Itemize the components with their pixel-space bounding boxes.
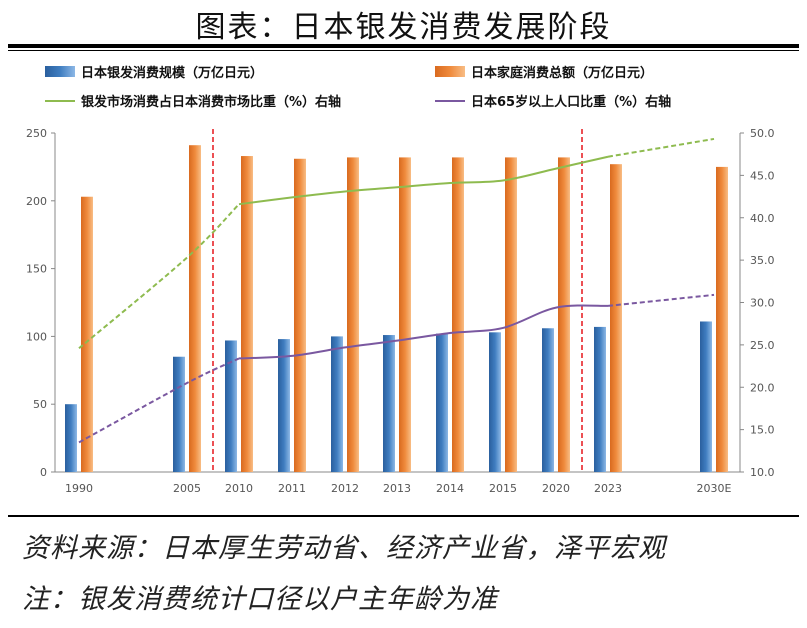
bar-silver-consumption <box>173 356 185 472</box>
legend-silver-consumption-swatch <box>45 66 75 77</box>
x-tick-label: 2013 <box>383 482 411 495</box>
right-tick-label: 45.0 <box>750 169 775 182</box>
right-tick-label: 25.0 <box>750 339 775 352</box>
left-tick-label: 0 <box>40 466 47 479</box>
legend-household-consumption-label: 日本家庭消费总额（万亿日元） <box>471 65 653 81</box>
bar-household-consumption <box>294 158 306 472</box>
bar-household-consumption <box>452 157 464 472</box>
line-elderly-ratio-dashed-start <box>78 357 240 444</box>
line-elderly-ratio-solid <box>238 304 609 360</box>
x-tick-label: 2010 <box>225 482 253 495</box>
legend-silver-share-label: 银发市场消费占日本消费市场比重（%）右轴 <box>81 94 341 110</box>
bar-silver-consumption <box>383 335 395 472</box>
bar-household-consumption <box>716 166 728 472</box>
bar-silver-consumption <box>331 336 343 472</box>
legend: 日本银发消费规模（万亿日元） 日本家庭消费总额（万亿日元） 银发市场消费占日本消费市… <box>45 65 671 110</box>
left-tick-label: 100 <box>26 330 47 343</box>
footer-source: 资料来源：日本厚生劳动省、经济产业省，泽平宏观 <box>22 533 666 564</box>
line-elderly-ratio-dashed-end <box>607 293 715 307</box>
right-tick-label: 35.0 <box>750 254 775 267</box>
legend-elderly-ratio-label: 日本65岁以上人口比重（%）右轴 <box>471 94 671 110</box>
bar-silver-consumption <box>278 339 290 472</box>
left-tick-label: 150 <box>26 263 47 276</box>
legend-household-consumption-swatch <box>435 66 465 77</box>
x-tick-label: 2030E <box>697 482 732 495</box>
bar-household-consumption <box>347 157 359 472</box>
x-tick-label: 2020 <box>542 482 570 495</box>
line-silver-share-solid <box>238 155 609 206</box>
x-tick-label: 2012 <box>331 482 359 495</box>
bar-silver-consumption <box>594 326 606 472</box>
bar-silver-consumption <box>489 332 501 472</box>
x-tick-label: 2023 <box>594 482 622 495</box>
bar-silver-consumption <box>542 328 554 472</box>
page-title: 图表：日本银发消费发展阶段 <box>195 10 612 45</box>
x-tick-label: 2005 <box>173 482 201 495</box>
right-tick-label: 10.0 <box>750 466 775 479</box>
plot-area: 0 50 100 150 200 250 10.0 15.0 20.0 25.0 30.0 35.0 4… <box>26 127 775 495</box>
bar-silver-consumption <box>700 321 712 472</box>
x-tick-label: 2011 <box>278 482 306 495</box>
left-tick-label: 250 <box>26 127 47 140</box>
x-tick-label: 2014 <box>436 482 464 495</box>
footer-divider <box>8 515 799 517</box>
bar-household-consumption <box>610 164 622 473</box>
footer-note: 注：银发消费统计口径以户主年龄为准 <box>22 584 498 615</box>
line-silver-share-dashed-end <box>607 137 715 158</box>
bar-household-consumption <box>81 196 93 472</box>
left-tick-label: 200 <box>26 195 47 208</box>
bar-household-consumption <box>189 145 201 473</box>
line-silver-share-dashed-start <box>78 203 240 350</box>
bar-silver-consumption <box>225 340 237 472</box>
title-divider-thin <box>8 50 799 51</box>
right-tick-label: 50.0 <box>750 127 775 140</box>
right-tick-label: 30.0 <box>750 297 775 310</box>
bar-household-consumption <box>558 157 570 472</box>
bar-household-consumption <box>505 157 517 472</box>
x-tick-label: 2015 <box>489 482 517 495</box>
left-tick-label: 50 <box>33 398 47 411</box>
right-tick-label: 15.0 <box>750 424 775 437</box>
legend-silver-consumption-label: 日本银发消费规模（万亿日元） <box>81 65 263 81</box>
right-tick-label: 40.0 <box>750 212 775 225</box>
bar-silver-consumption <box>436 333 448 472</box>
bar-household-consumption <box>399 157 411 472</box>
title-divider-thick <box>8 44 799 48</box>
chart: 日本银发消费规模（万亿日元） 日本家庭消费总额（万亿日元） 银发市场消费占日本消费市… <box>26 65 775 495</box>
x-tick-label: 1990 <box>65 482 93 495</box>
bar-silver-consumption <box>65 404 77 472</box>
bar-household-consumption <box>241 156 253 472</box>
right-tick-label: 20.0 <box>750 381 775 394</box>
